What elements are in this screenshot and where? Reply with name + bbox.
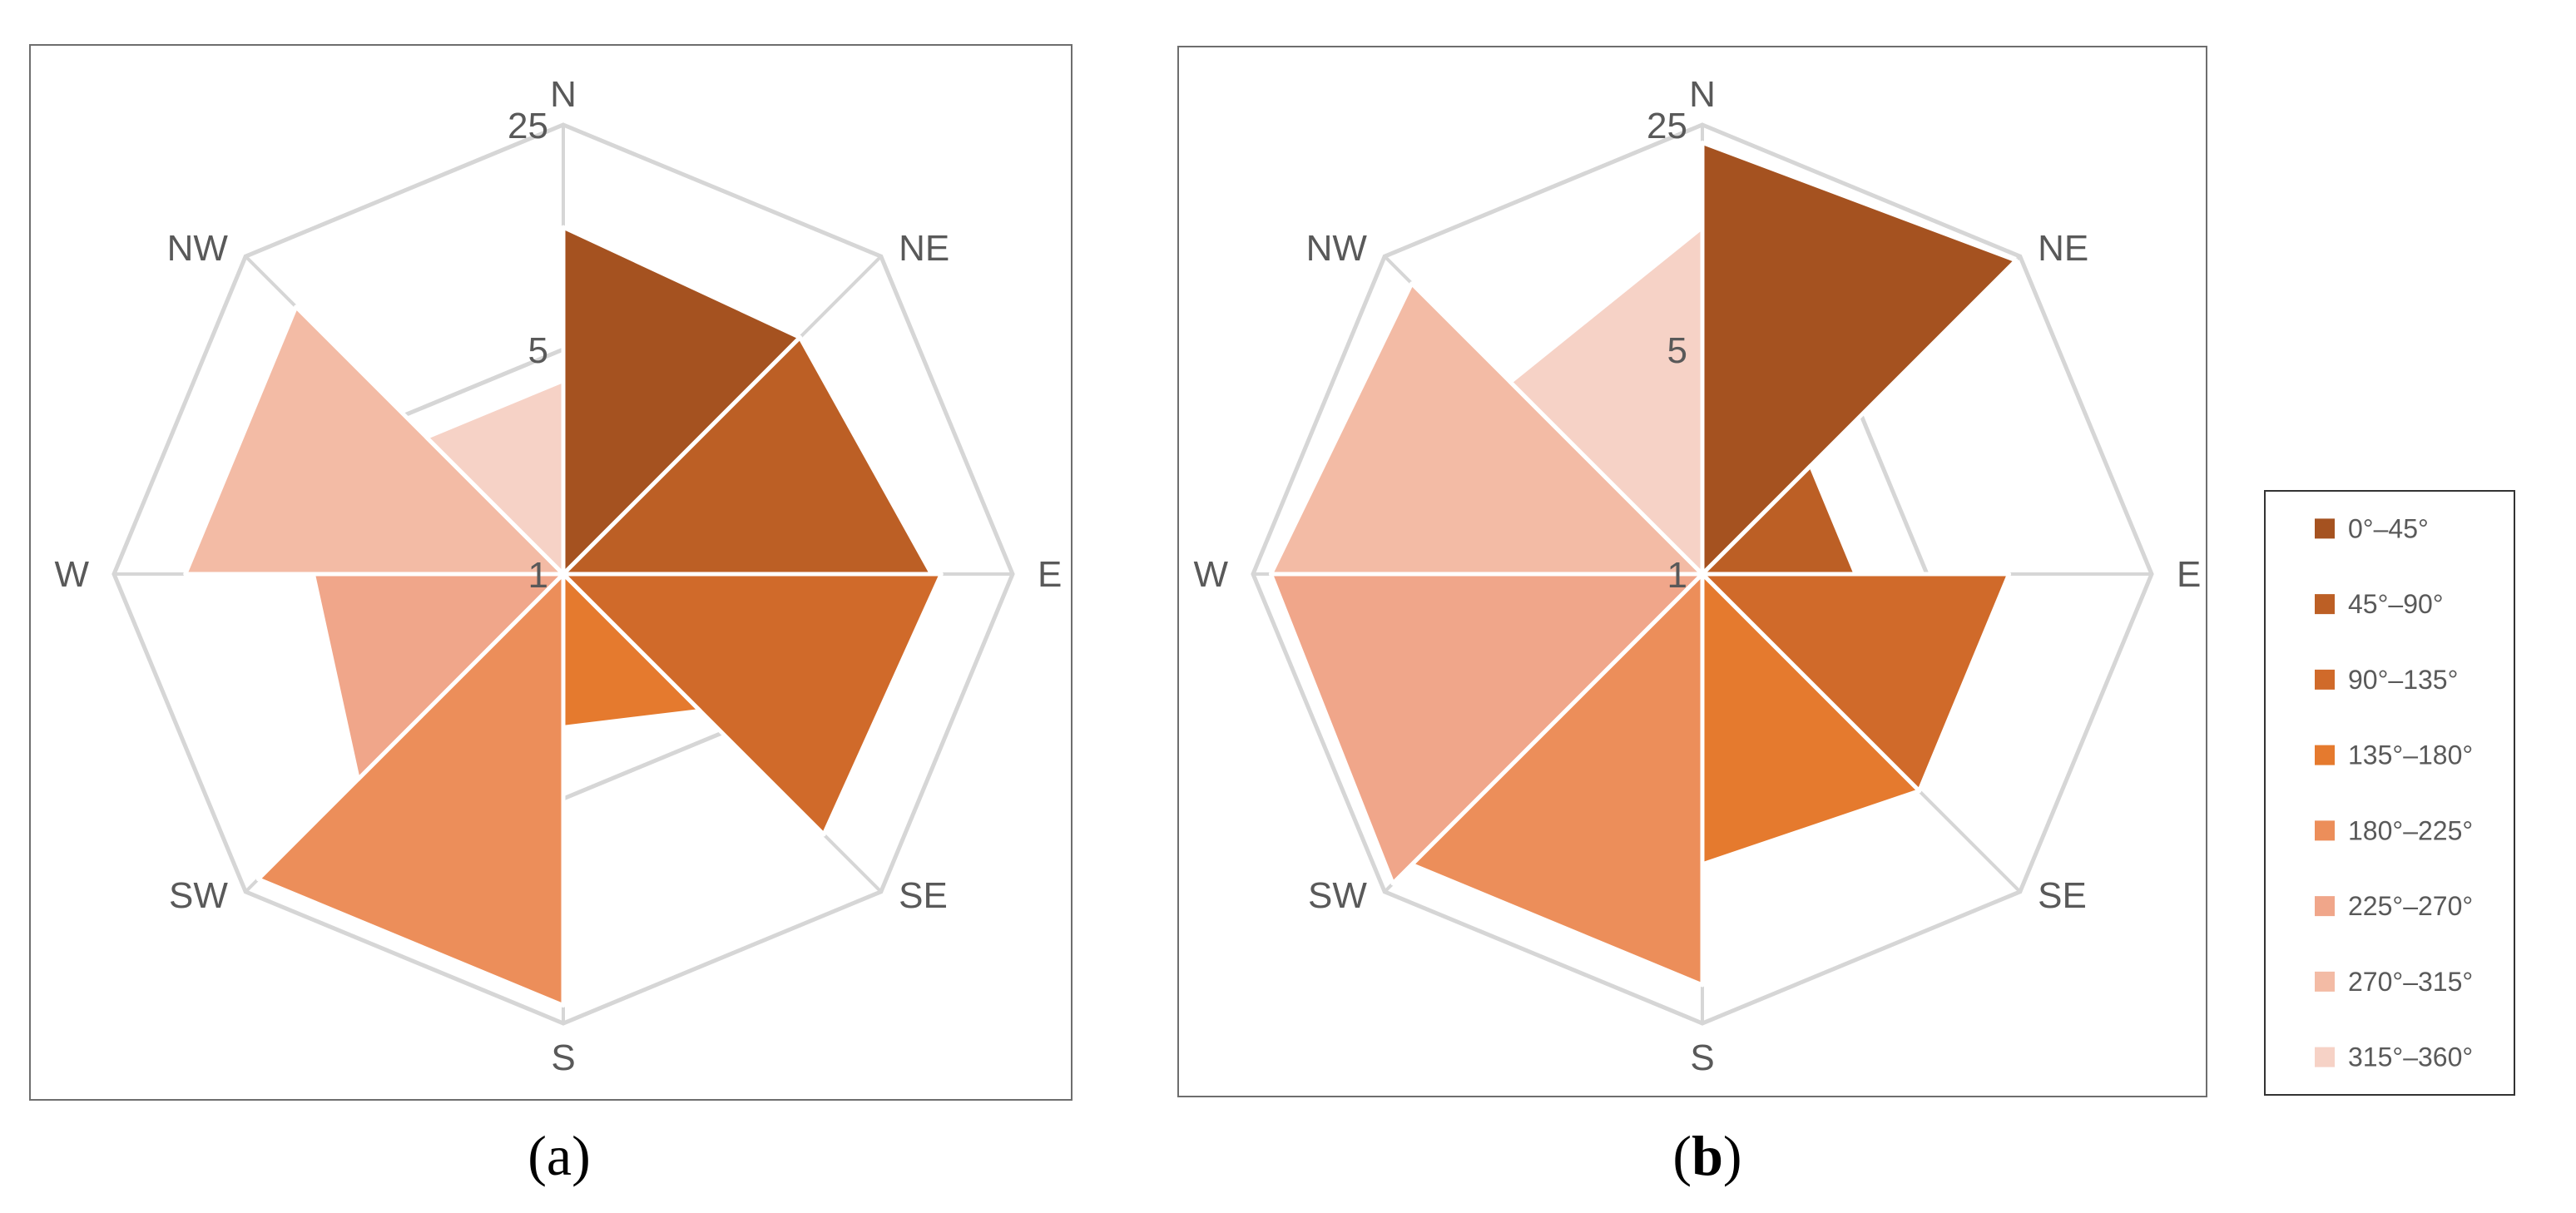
legend-swatch-4 [2315,820,2335,841]
legend-swatch-7 [2315,1047,2335,1067]
legend-label-2: 90°–135° [2348,665,2458,695]
panel-b-labels: N NE E SE S SW W NW 25 5 1 [1193,74,2201,1078]
legend-label-7: 315°–360° [2348,1042,2473,1072]
legend: 0°–45° 45°–90° 90°–135° 135°–180° 180°–225° 2… [2264,490,2515,1096]
panel-a-dir-e: E [1038,554,1062,595]
panel-a-wedge-7 [424,378,566,577]
panel-a-caption: (a) [528,1124,591,1187]
panel-b-tick-1: 1 [1667,555,1687,596]
legend-swatch-0 [2315,518,2335,539]
panel-b-dir-w: W [1193,554,1228,595]
panel-a-dir-se: SE [899,875,948,916]
panel-b-dir-nw: NW [1306,228,1368,269]
panel-a-dir-sw: SW [169,875,228,916]
panel-b-wedge-7 [1508,225,1705,577]
panel-a: N NE E SE S SW W NW 25 5 1 (a) [29,44,1073,1187]
legend-swatch-5 [2315,896,2335,917]
panel-b-caption: (b) [1672,1124,1741,1187]
legend-label-4: 180°–225° [2348,815,2473,845]
legend-frame [2264,490,2515,1096]
panel-a-dir-w: W [54,554,89,595]
legend-swatch-1 [2315,594,2335,615]
legend-label-5: 225°–270° [2348,891,2473,921]
legend-label-6: 270°–315° [2348,967,2473,997]
panel-b-dir-se: SE [2038,875,2087,916]
panel-b-dir-n: N [1689,74,1716,115]
panel-a-dir-n: N [550,74,577,115]
panel-b-tick-25: 25 [1647,106,1687,146]
panel-b-dir-sw: SW [1308,875,1367,916]
legend-swatch-6 [2315,971,2335,992]
panel-b-dir-s: S [1690,1037,1714,1078]
panel-b-dir-e: E [2177,554,2201,595]
panel-b: N NE E SE S SW W NW 25 5 1 (b) [1177,46,2207,1187]
panel-a-tick-5: 5 [528,330,548,371]
panel-b-tick-5: 5 [1667,330,1687,371]
legend-label-0: 0°–45° [2348,513,2429,543]
panel-b-wedges [1268,140,2019,988]
legend-swatch-3 [2315,745,2335,765]
panel-a-tick-25: 25 [508,106,548,146]
legend-label-1: 45°–90° [2348,589,2444,619]
panel-a-wedges [183,225,944,1008]
panel-a-labels: N NE E SE S SW W NW 25 5 1 [54,74,1062,1078]
panel-a-dir-ne: NE [899,228,949,269]
legend-label-3: 135°–180° [2348,740,2473,770]
panel-a-dir-nw: NW [167,228,229,269]
panel-b-dir-ne: NE [2038,228,2088,269]
panel-a-dir-s: S [551,1037,575,1078]
legend-swatch-2 [2315,669,2335,690]
panel-a-tick-1: 1 [528,555,548,596]
